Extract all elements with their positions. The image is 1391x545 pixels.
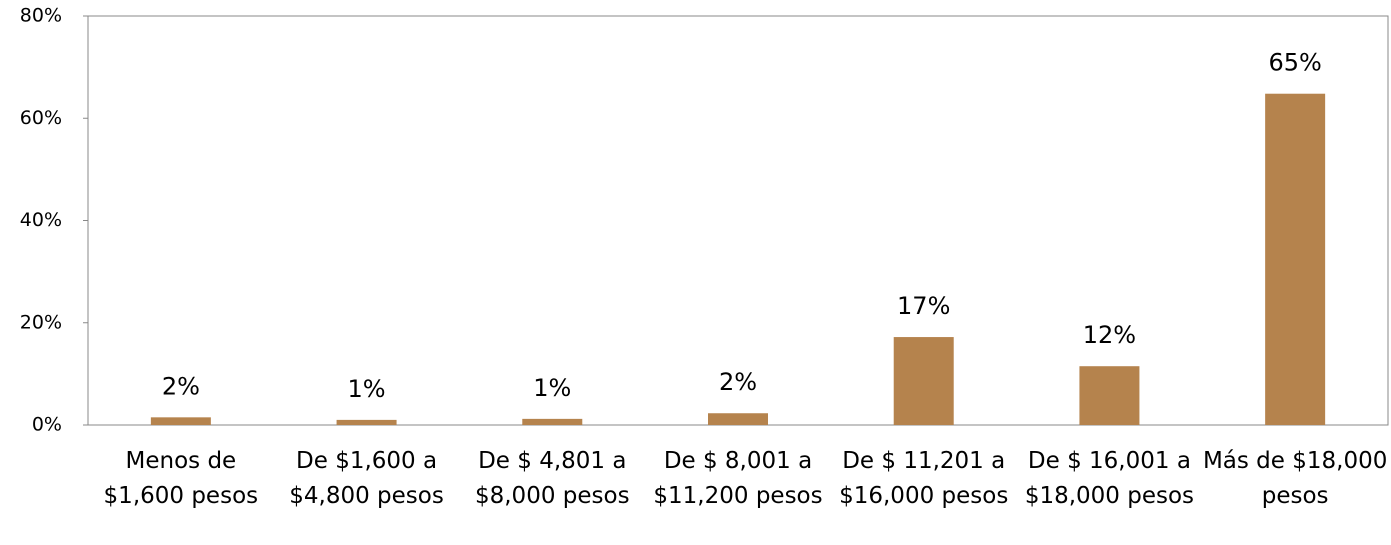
x-tick-label: Menos de $1,600 pesos [103,448,259,509]
bar [1079,366,1140,425]
y-tick-label: 0% [32,414,62,436]
x-tick-label: Más de $18,000 pesos [1202,448,1388,509]
bar [150,417,211,425]
y-tick-label: 20% [20,311,62,333]
bar [708,413,768,425]
data-label: 65% [1268,49,1321,77]
bar [336,419,397,425]
x-tick-label: De $ 16,001 a $18,000 pesos [1024,448,1195,509]
data-label: 2% [162,372,200,400]
plot-frame [87,15,1389,426]
data-label: 2% [719,368,757,396]
data-label: 17% [897,292,950,320]
y-tick-label: 60% [20,107,62,129]
data-label: 1% [533,374,571,402]
x-tick-label: De $1,600 a $4,800 pesos [289,448,444,509]
bar [893,337,954,425]
y-tick-label: 80% [20,5,62,27]
data-label: 12% [1083,321,1136,349]
x-tick-label: De $ 8,001 a $11,200 pesos [653,448,823,509]
bar [522,418,583,425]
x-tick-label: De $ 11,201 a $16,000 pesos [839,448,1009,509]
bar [1265,93,1326,426]
y-tick-label: 40% [20,209,62,231]
x-tick-label: De $ 4,801 a $8,000 pesos [474,448,630,509]
data-label: 1% [348,375,386,403]
